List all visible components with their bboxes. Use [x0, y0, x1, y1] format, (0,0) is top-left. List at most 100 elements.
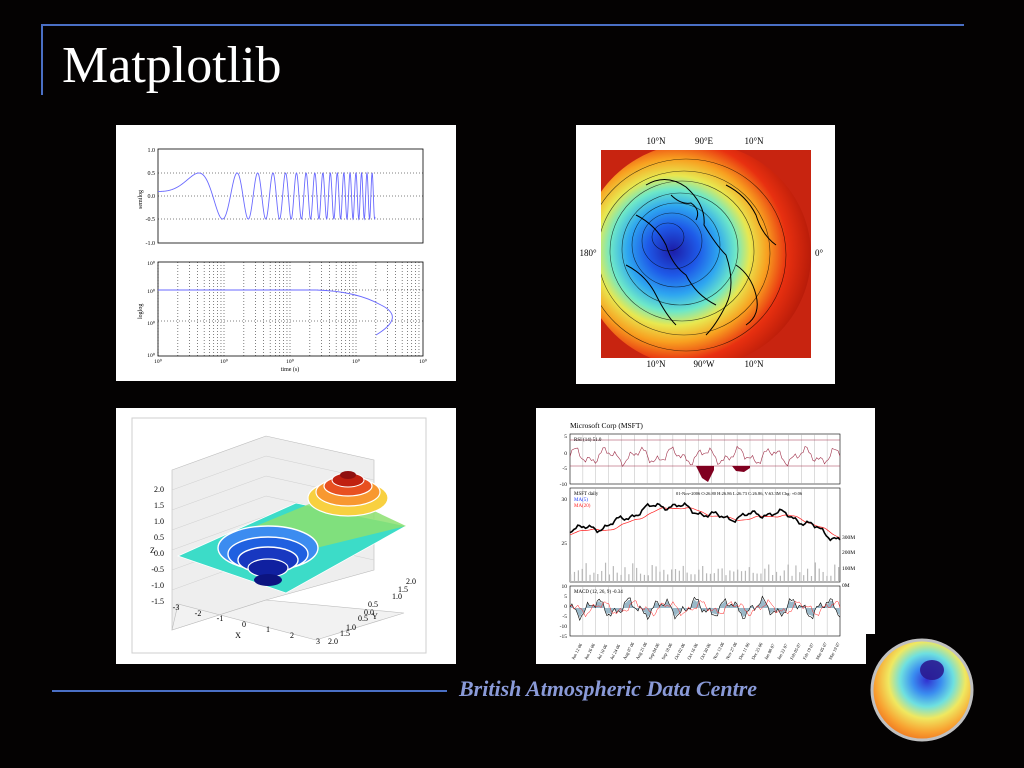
- surface3d-ytick: 1.0: [392, 592, 402, 601]
- macd-tick: 0: [564, 604, 567, 610]
- macd-tick: -5: [562, 614, 567, 620]
- loglog-curve: [158, 289, 393, 336]
- top-accent-rule: [43, 24, 964, 26]
- surface3d-ztick: 0.0: [154, 549, 164, 558]
- semilog-ytick: 0.5: [148, 171, 156, 177]
- loglog-ylabel: loglog: [138, 304, 144, 319]
- loglog-xtick: 10⁰: [220, 358, 229, 365]
- surface3d-ytick: 1.0: [346, 623, 356, 632]
- surface3d-ylabel: Y: [372, 612, 378, 621]
- surface3d-ytick: 0.5: [368, 600, 378, 609]
- surface3d-ytick: 1.5: [398, 585, 408, 594]
- price-info: 01-Nov-2006 O:26.80 H:26.86 L:26.73 C:26…: [676, 491, 803, 497]
- volume-tick: 0M: [842, 583, 850, 589]
- surface3d-frame: [131, 417, 427, 654]
- finance-title: Microsoft Corp (MSFT): [570, 421, 643, 430]
- ma-fast-label: MA(5): [574, 498, 588, 503]
- surface3d-ztick: -1.5: [151, 597, 164, 606]
- finance-figure: Microsoft Corp (MSFT) RSI (14) 51.0 5 0 …: [536, 408, 875, 664]
- macd-tick: 5: [564, 594, 567, 600]
- rsi-label: RSI (14) 51.0: [574, 438, 602, 443]
- macd-tick: -10: [560, 624, 568, 630]
- macd-tick: 10: [562, 584, 568, 590]
- loglog-xtick: 10⁰: [352, 358, 361, 365]
- date-tick: Oct 02 06: [673, 642, 686, 661]
- date-tick: Jan 08 07: [763, 642, 776, 660]
- badc-logo: [866, 634, 978, 746]
- loglog-grid: [157, 262, 423, 356]
- surface3d-ytick: 0.5: [358, 614, 368, 623]
- macd-tick: -15: [560, 634, 568, 640]
- polar-map-svg: 10°N 90°E 10°N 10°N 90°W 10°N 180° 0°: [579, 136, 824, 369]
- semilog-ytick: 1.0: [148, 148, 156, 154]
- date-tick: Nov 13 06: [712, 641, 726, 661]
- semilog-ytick: -1.0: [146, 241, 156, 247]
- surface3d-well: [217, 525, 319, 586]
- surface3d-xtick: 0: [242, 620, 246, 629]
- price-tick: 25: [562, 541, 568, 547]
- price-line: [569, 501, 841, 542]
- date-tick: Sep 04 06: [648, 642, 661, 661]
- surface3d-xtick: -2: [195, 609, 202, 618]
- footer-organization: British Atmospheric Data Centre: [459, 676, 758, 701]
- map-left-label: 180°: [579, 248, 597, 258]
- map-top-label: 90°E: [695, 136, 714, 146]
- footer-rule: [52, 690, 447, 692]
- loglog-xtick: 10⁰: [154, 358, 163, 365]
- semilog-ytick: -0.5: [146, 217, 156, 223]
- surface3d-xtick: 2: [290, 631, 294, 640]
- loglog-xtick: 10⁰: [419, 358, 428, 365]
- coastlines: [625, 179, 777, 336]
- date-axis: Jun 12 06 Jun 26 06 Jul 10 06 Jul 24 06 Aug …: [570, 641, 841, 661]
- price-tick: 30: [562, 497, 568, 503]
- badc-logo-svg: [870, 638, 974, 742]
- surface3d-ytick: 1.5: [340, 629, 350, 638]
- surface3d-xtick: -3: [173, 603, 180, 612]
- rsi-line: [569, 445, 841, 468]
- surface3d-xtick: -1: [217, 614, 224, 623]
- surface3d-svg: 2.0 1.5 1.0 0.5 0.0 -0.5 -1.0 -1.5 Z -3 …: [131, 417, 427, 654]
- volume-tick: 100M: [842, 566, 855, 572]
- date-tick: Aug 21 06: [635, 641, 649, 661]
- loglog-ytick: 10⁰: [147, 260, 156, 267]
- date-tick: Mar 05 07: [815, 641, 829, 661]
- surface3d-ytick: 2.0: [406, 577, 416, 586]
- date-tick: Dec 25 06: [750, 641, 763, 660]
- surface3d-xtick: 3: [316, 637, 320, 646]
- date-tick: Mar 19 07: [828, 641, 842, 661]
- surface3d-zlabel: Z: [150, 546, 155, 555]
- loglog-axes: [157, 261, 424, 357]
- volume-tick: 200M: [842, 550, 855, 556]
- surface3d-ztick: 0.5: [154, 533, 164, 542]
- date-tick: Jun 26 06: [583, 642, 596, 660]
- surface3d-ztick: -1.0: [151, 581, 164, 590]
- surface3d-xlabel: X: [235, 631, 241, 640]
- map-right-label: 0°: [815, 248, 824, 258]
- map-top-label: 10°N: [744, 136, 764, 146]
- rsi-oversold-fill: [696, 466, 714, 482]
- date-tick: Jul 24 06: [609, 643, 622, 661]
- semilog-curve: [158, 171, 376, 221]
- surface3d-ztick: 1.0: [154, 517, 164, 526]
- date-tick: Jul 10 06: [596, 643, 609, 661]
- slide-title: Matplotlib: [62, 37, 282, 94]
- semilog-loglog-svg: 1.0 0.5 0.0 -0.5 -1.0 semilog 10⁰ 10⁰ 10…: [138, 148, 428, 373]
- price-grid: [582, 488, 828, 582]
- surface3d-peak: [307, 471, 389, 517]
- price-label: MSFT daily: [574, 492, 599, 497]
- semilog-grid: [158, 172, 423, 220]
- surface3d-ztick: 1.5: [154, 501, 164, 510]
- rsi-tick: 5: [564, 434, 567, 440]
- loglog-xlabel: time (s): [281, 366, 300, 373]
- price-ma-slow: [569, 507, 841, 539]
- map-bottom-label: 10°N: [744, 359, 764, 369]
- loglog-ytick: 10⁰: [147, 320, 156, 327]
- surface3d-ytick: 0.0: [364, 608, 374, 617]
- rsi-tick: 0: [564, 451, 567, 457]
- rsi-oversold-fill: [732, 466, 750, 472]
- semilog-ytick: 0.0: [148, 194, 156, 200]
- surface3d-ytick: 2.0: [328, 637, 338, 646]
- loglog-ytick: 10⁰: [147, 288, 156, 295]
- semilog-loglog-figure: 1.0 0.5 0.0 -0.5 -1.0 semilog 10⁰ 10⁰ 10…: [116, 125, 456, 381]
- polar-map-figure: 10°N 90°E 10°N 10°N 90°W 10°N 180° 0°: [576, 125, 835, 384]
